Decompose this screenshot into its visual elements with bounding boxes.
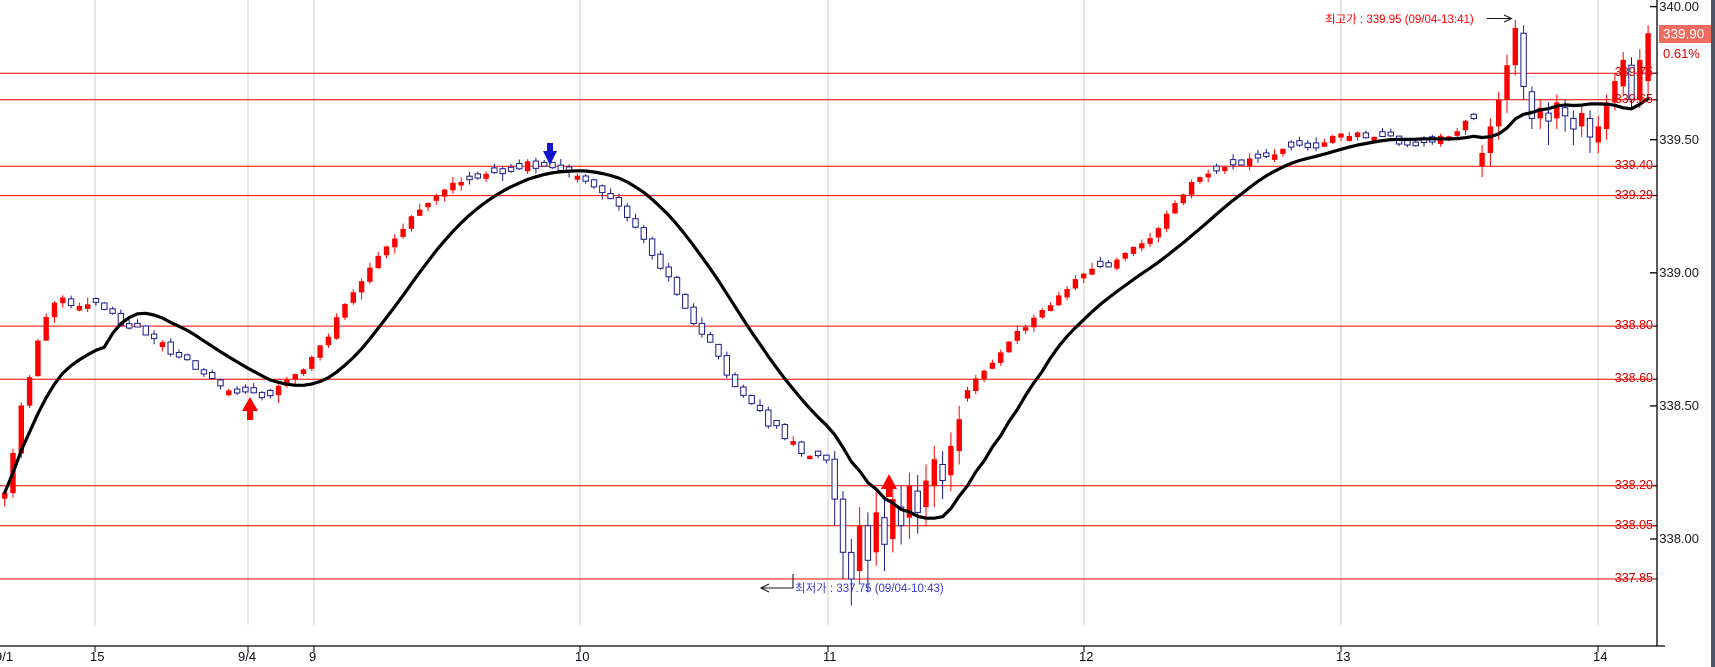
svg-text:339.90: 339.90: [1663, 27, 1704, 42]
svg-text:최저가 : 337.75 (09/04-10:43): 최저가 : 337.75 (09/04-10:43): [795, 582, 944, 595]
svg-text:최고가 : 339.95 (09/04-13:41): 최고가 : 339.95 (09/04-13:41): [1325, 13, 1474, 26]
svg-text:0.61%: 0.61%: [1663, 46, 1700, 61]
